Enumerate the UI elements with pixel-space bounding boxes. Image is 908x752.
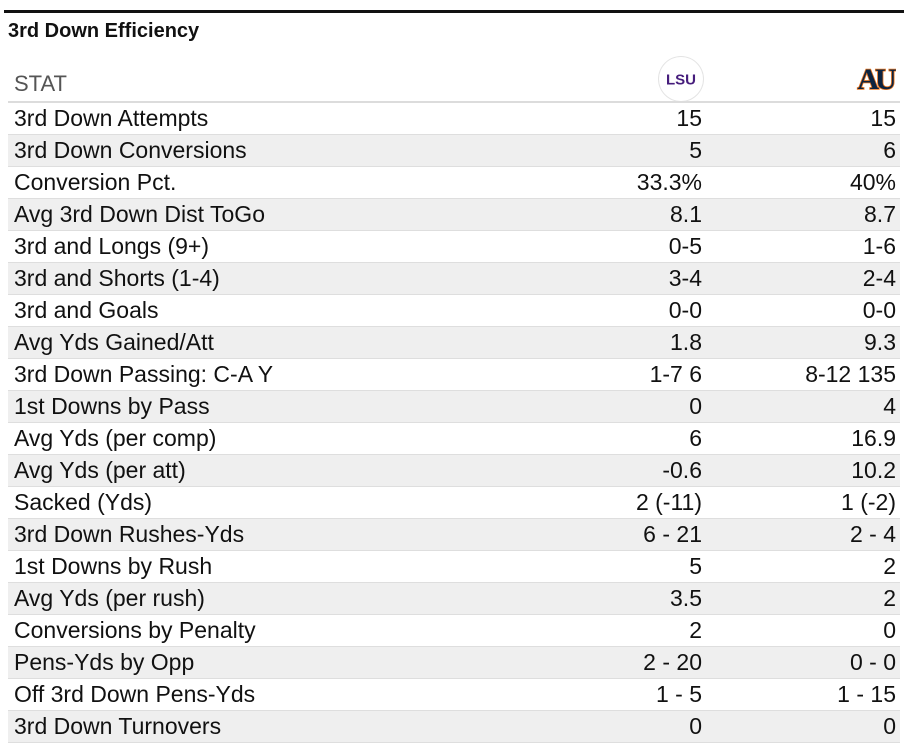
lsu-value-cell: 6	[689, 425, 702, 451]
stat-name-cell: Avg Yds (per rush)	[14, 585, 205, 611]
lsu-value-cell: 8.1	[670, 201, 702, 227]
stat-name-cell: 3rd and Longs (9+)	[14, 233, 209, 259]
table-row: 3rd Down Attempts 15 15	[8, 103, 900, 135]
auburn-value-cell: 16.9	[851, 425, 896, 451]
auburn-logo-icon: AU	[853, 57, 897, 101]
table-row: Off 3rd Down Pens-Yds 1 - 5 1 - 15	[8, 679, 900, 711]
lsu-value-cell: 2 - 20	[643, 649, 702, 675]
auburn-value-cell: 9.3	[864, 329, 896, 355]
auburn-value-cell: 2-4	[862, 265, 896, 291]
table-row: Conversion Pct. 33.3% 40%	[8, 167, 900, 199]
lsu-logo-text: LSU	[666, 72, 696, 89]
efficiency-panel: 3rd Down Efficiency STAT LSU AU 3rd Down…	[4, 10, 904, 748]
table-row: 1st Downs by Pass 0 4	[8, 391, 900, 423]
lsu-value-cell: 0-0	[668, 297, 702, 323]
auburn-value-cell: 8-12 135	[805, 361, 896, 387]
stat-name-cell: Avg 3rd Down Dist ToGo	[14, 201, 265, 227]
stat-name-cell: 1st Downs by Rush	[14, 553, 213, 579]
table-row: 3rd Down Conversions 5 6	[8, 135, 900, 167]
table-row: 3rd and Goals 0-0 0-0	[8, 295, 900, 327]
stat-name-cell: Pens-Yds by Opp	[14, 649, 195, 675]
stat-name-cell: 1st Downs by Pass	[14, 393, 210, 419]
stat-name-cell: 3rd Down Attempts	[14, 105, 209, 131]
auburn-value-cell: 0	[883, 713, 896, 739]
auburn-value-cell: 0-0	[862, 297, 896, 323]
stat-name-cell: 3rd and Shorts (1-4)	[14, 265, 220, 291]
lsu-logo-icon: LSU	[659, 57, 703, 101]
auburn-value-cell: 0 - 0	[849, 649, 896, 675]
lsu-value-cell: 0-5	[668, 233, 702, 259]
stat-name-cell: Off 3rd Down Pens-Yds	[14, 681, 256, 707]
table-row: Avg 3rd Down Dist ToGo 8.1 8.7	[8, 199, 900, 231]
auburn-value-cell: 2	[883, 553, 896, 579]
auburn-value-cell: 1 - 15	[837, 681, 896, 707]
lsu-value-cell: 0	[689, 393, 702, 419]
stat-name-cell: Avg Yds (per att)	[14, 457, 186, 483]
lsu-value-cell: 3.5	[670, 585, 702, 611]
auburn-value-cell: 0	[883, 617, 896, 643]
lsu-value-cell: 6 - 21	[643, 521, 702, 547]
table-row: 3rd and Shorts (1-4) 3-4 2-4	[8, 263, 900, 295]
table-row: 3rd Down Passing: C-A Y 1-7 6 8-12 135	[8, 359, 900, 391]
lsu-value-cell: 0	[689, 713, 702, 739]
stat-name-cell: Conversion Pct.	[14, 169, 177, 195]
auburn-value-cell: 2 - 4	[849, 521, 896, 547]
auburn-value-cell: 1-6	[862, 233, 896, 259]
auburn-value-cell: 40%	[849, 169, 896, 195]
stat-name-cell: Avg Yds (per comp)	[14, 425, 217, 451]
table-row: Sacked (Yds) 2 (-11) 1 (-2)	[8, 487, 900, 519]
auburn-value-cell: 2	[883, 585, 896, 611]
auburn-value-cell: 1 (-2)	[841, 489, 896, 515]
stat-name-cell: 3rd Down Rushes-Yds	[14, 521, 245, 547]
table-row: Avg Yds (per comp) 6 16.9	[8, 423, 900, 455]
auburn-value-cell: 4	[883, 393, 896, 419]
stat-name-cell: 3rd and Goals	[14, 297, 159, 323]
auburn-value-cell: 10.2	[851, 457, 896, 483]
stat-name-cell: 3rd Down Passing: C-A Y	[14, 361, 274, 387]
auburn-value-cell: 15	[870, 105, 896, 131]
table-row: 3rd Down Rushes-Yds 6 - 21 2 - 4	[8, 519, 900, 551]
lsu-value-cell: 2	[689, 617, 702, 643]
lsu-value-cell: -0.6	[662, 457, 702, 483]
lsu-value-cell: 5	[689, 137, 702, 163]
table-row: Avg Yds (per att) -0.6 10.2	[8, 455, 900, 487]
stat-name-cell: 3rd Down Conversions	[14, 137, 247, 163]
table-row: Avg Yds (per rush) 3.5 2	[8, 583, 900, 615]
table-row: 3rd Down Turnovers 0 0	[8, 711, 900, 743]
lsu-value-cell: 15	[676, 105, 702, 131]
table-row: Pens-Yds by Opp 2 - 20 0 - 0	[8, 647, 900, 679]
stat-name-cell: Sacked (Yds)	[14, 489, 153, 515]
auburn-value-cell: 6	[883, 137, 896, 163]
lsu-value-cell: 3-4	[668, 265, 702, 291]
stat-name-cell: 3rd Down Turnovers	[14, 713, 222, 739]
stat-name-cell: Avg Yds Gained/Att	[14, 329, 214, 355]
panel-title: 3rd Down Efficiency	[8, 20, 200, 42]
auburn-logo-svg: AU	[857, 62, 896, 96]
table-row: Avg Yds Gained/Att 1.8 9.3	[8, 327, 900, 359]
lsu-value-cell: 2 (-11)	[635, 489, 702, 515]
lsu-value-cell: 1 - 5	[655, 681, 702, 707]
table-row: Conversions by Penalty 2 0	[8, 615, 900, 647]
lsu-logo-svg: LSU	[666, 72, 696, 89]
table-row: 3rd and Longs (9+) 0-5 1-6	[8, 231, 900, 263]
lsu-value-cell: 1.8	[670, 329, 702, 355]
lsu-value-cell: 33.3%	[636, 169, 702, 195]
stat-column-header: STAT	[14, 71, 67, 96]
auburn-logo-text: AU	[857, 63, 896, 96]
lsu-value-cell: 1-7 6	[649, 361, 702, 387]
auburn-value-cell: 8.7	[864, 201, 896, 227]
stat-name-cell: Conversions by Penalty	[14, 617, 256, 643]
table-row: 1st Downs by Rush 5 2	[8, 551, 900, 583]
table-header: STAT LSU AU	[8, 57, 900, 101]
stats-table: 3rd Down Attempts 15 15 3rd Down Conversion…	[8, 101, 900, 743]
lsu-value-cell: 5	[689, 553, 702, 579]
